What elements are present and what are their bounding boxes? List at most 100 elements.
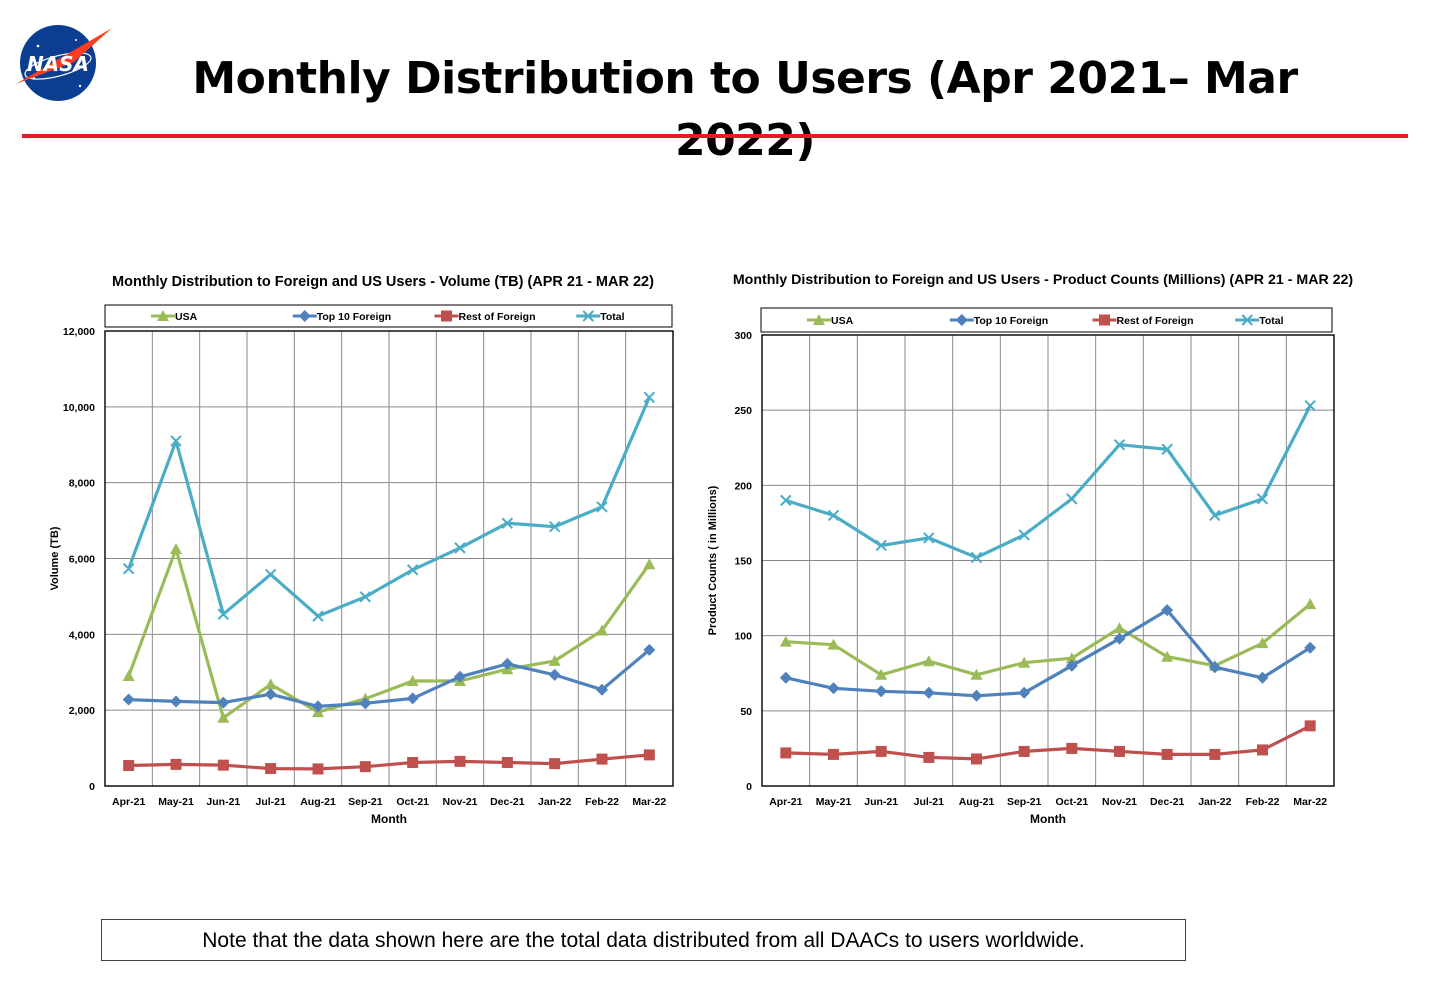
data-point-rest-of-foreign <box>596 753 608 765</box>
data-point-total <box>596 501 608 513</box>
y-tick-label: 150 <box>734 556 752 568</box>
y-tick-label: 12,000 <box>63 326 95 338</box>
data-point-rest-of-foreign <box>312 763 324 775</box>
y-tick-label: 6,000 <box>69 554 95 566</box>
product-count-chart: Monthly Distribution to Foreign and US U… <box>698 240 1388 840</box>
data-point-top-10-foreign <box>217 696 230 709</box>
x-tick-label: Dec-21 <box>1150 796 1185 808</box>
data-point-top-10-foreign <box>643 643 656 656</box>
series-line-total <box>785 404 1312 560</box>
legend-label-total: Total <box>1259 315 1283 327</box>
legend-label-total: Total <box>600 311 624 323</box>
data-point-rest-of-foreign <box>359 761 371 773</box>
plot-frame <box>104 330 674 787</box>
x-tick-label: Jan-22 <box>1198 796 1231 808</box>
data-point-rest-of-foreign <box>1114 745 1125 757</box>
series-total <box>780 399 1316 564</box>
data-point-top-10-foreign <box>1065 659 1078 672</box>
legend-label-top-10-foreign: Top 10 Foreign <box>974 315 1048 327</box>
data-point-usa <box>548 654 561 666</box>
data-point-total <box>643 391 656 404</box>
data-point-rest-of-foreign <box>1161 748 1173 760</box>
legend-label-rest-of-foreign: Rest of Foreign <box>1117 315 1194 327</box>
y-tick-label: 0 <box>746 781 752 793</box>
nasa-logo-text: NASA <box>27 52 89 76</box>
data-point-rest-of-foreign <box>217 759 229 771</box>
y-tick-label: 100 <box>734 631 752 643</box>
series-usa <box>779 598 1317 680</box>
data-point-rest-of-foreign <box>407 756 419 768</box>
footnote-box: Note that the data shown here are the to… <box>101 919 1186 961</box>
data-point-top-10-foreign <box>548 668 561 681</box>
data-point-total <box>780 494 792 507</box>
series-line-usa <box>785 602 1312 677</box>
x-tick-label: Oct-21 <box>396 796 429 808</box>
legend-label-usa: USA <box>175 311 198 323</box>
data-point-top-10-foreign <box>312 700 324 713</box>
y-tick-label: 4,000 <box>69 629 95 641</box>
data-point-top-10-foreign <box>827 682 840 695</box>
legend-marker-rest-of-foreign <box>441 310 452 322</box>
data-point-total <box>923 532 935 544</box>
x-tick-label: Jun-21 <box>206 796 240 808</box>
series-line-rest-of-foreign <box>128 753 650 771</box>
data-point-total <box>1113 439 1126 451</box>
data-point-rest-of-foreign <box>501 756 513 768</box>
series-rest-of-foreign <box>780 720 1316 765</box>
y-tick-label: 200 <box>734 480 752 492</box>
chart-title: Monthly Distribution to Foreign and US U… <box>733 272 1354 288</box>
series-line-top-10-foreign <box>128 648 651 708</box>
chart-legend: USA Top 10 Foreign Rest of Foreign Total <box>104 304 673 328</box>
data-point-usa <box>922 655 935 667</box>
data-point-rest-of-foreign <box>643 749 655 761</box>
data-point-top-10-foreign <box>779 671 792 684</box>
data-point-total <box>501 517 514 529</box>
nasa-logo: NASA <box>14 22 114 104</box>
x-tick-label: Oct-21 <box>1055 796 1088 808</box>
series-total <box>122 391 656 622</box>
data-point-total <box>170 435 182 447</box>
data-point-total <box>454 542 466 554</box>
data-point-rest-of-foreign <box>454 755 466 767</box>
data-point-top-10-foreign <box>1018 686 1031 699</box>
data-point-rest-of-foreign <box>265 763 277 775</box>
chart-legend: USA Top 10 Foreign Rest of Foreign Total <box>760 307 1333 333</box>
x-tick-label: Nov-21 <box>1102 796 1137 808</box>
legend-label-usa: USA <box>831 315 854 327</box>
x-tick-label: Apr-21 <box>112 796 145 808</box>
y-tick-label: 250 <box>734 405 752 417</box>
data-point-total <box>359 591 372 603</box>
data-point-top-10-foreign <box>406 692 419 705</box>
x-tick-label: May-21 <box>816 796 852 808</box>
x-tick-label: Dec-21 <box>490 796 525 808</box>
x-tick-label: Jul-21 <box>914 796 945 808</box>
data-point-top-10-foreign <box>264 688 277 701</box>
data-point-total <box>217 608 230 620</box>
data-point-top-10-foreign <box>1208 661 1221 674</box>
x-tick-label: Sep-21 <box>348 796 383 808</box>
data-point-rest-of-foreign <box>123 760 135 772</box>
data-point-usa <box>122 670 135 682</box>
x-tick-label: Feb-22 <box>1246 796 1280 808</box>
y-axis-label: Product Counts ( in Millions) <box>707 485 719 635</box>
data-point-total <box>1209 509 1221 522</box>
data-point-top-10-foreign <box>970 689 983 702</box>
legend-marker-usa <box>813 314 825 325</box>
data-point-top-10-foreign <box>1304 641 1317 654</box>
series-top-10-foreign <box>122 643 656 713</box>
data-point-usa <box>170 543 182 555</box>
data-point-total <box>406 564 419 576</box>
data-point-rest-of-foreign <box>875 745 887 757</box>
data-point-rest-of-foreign <box>1066 742 1078 754</box>
data-point-total <box>875 539 887 552</box>
data-point-top-10-foreign <box>501 657 514 670</box>
data-point-total <box>312 610 324 622</box>
x-tick-label: Aug-21 <box>959 796 995 808</box>
data-point-rest-of-foreign <box>1018 745 1030 757</box>
data-point-total <box>122 563 135 575</box>
data-point-rest-of-foreign <box>923 751 935 763</box>
x-tick-label: Nov-21 <box>442 796 477 808</box>
legend-frame <box>104 304 673 328</box>
data-point-usa <box>406 674 419 686</box>
data-point-rest-of-foreign <box>1209 748 1221 760</box>
